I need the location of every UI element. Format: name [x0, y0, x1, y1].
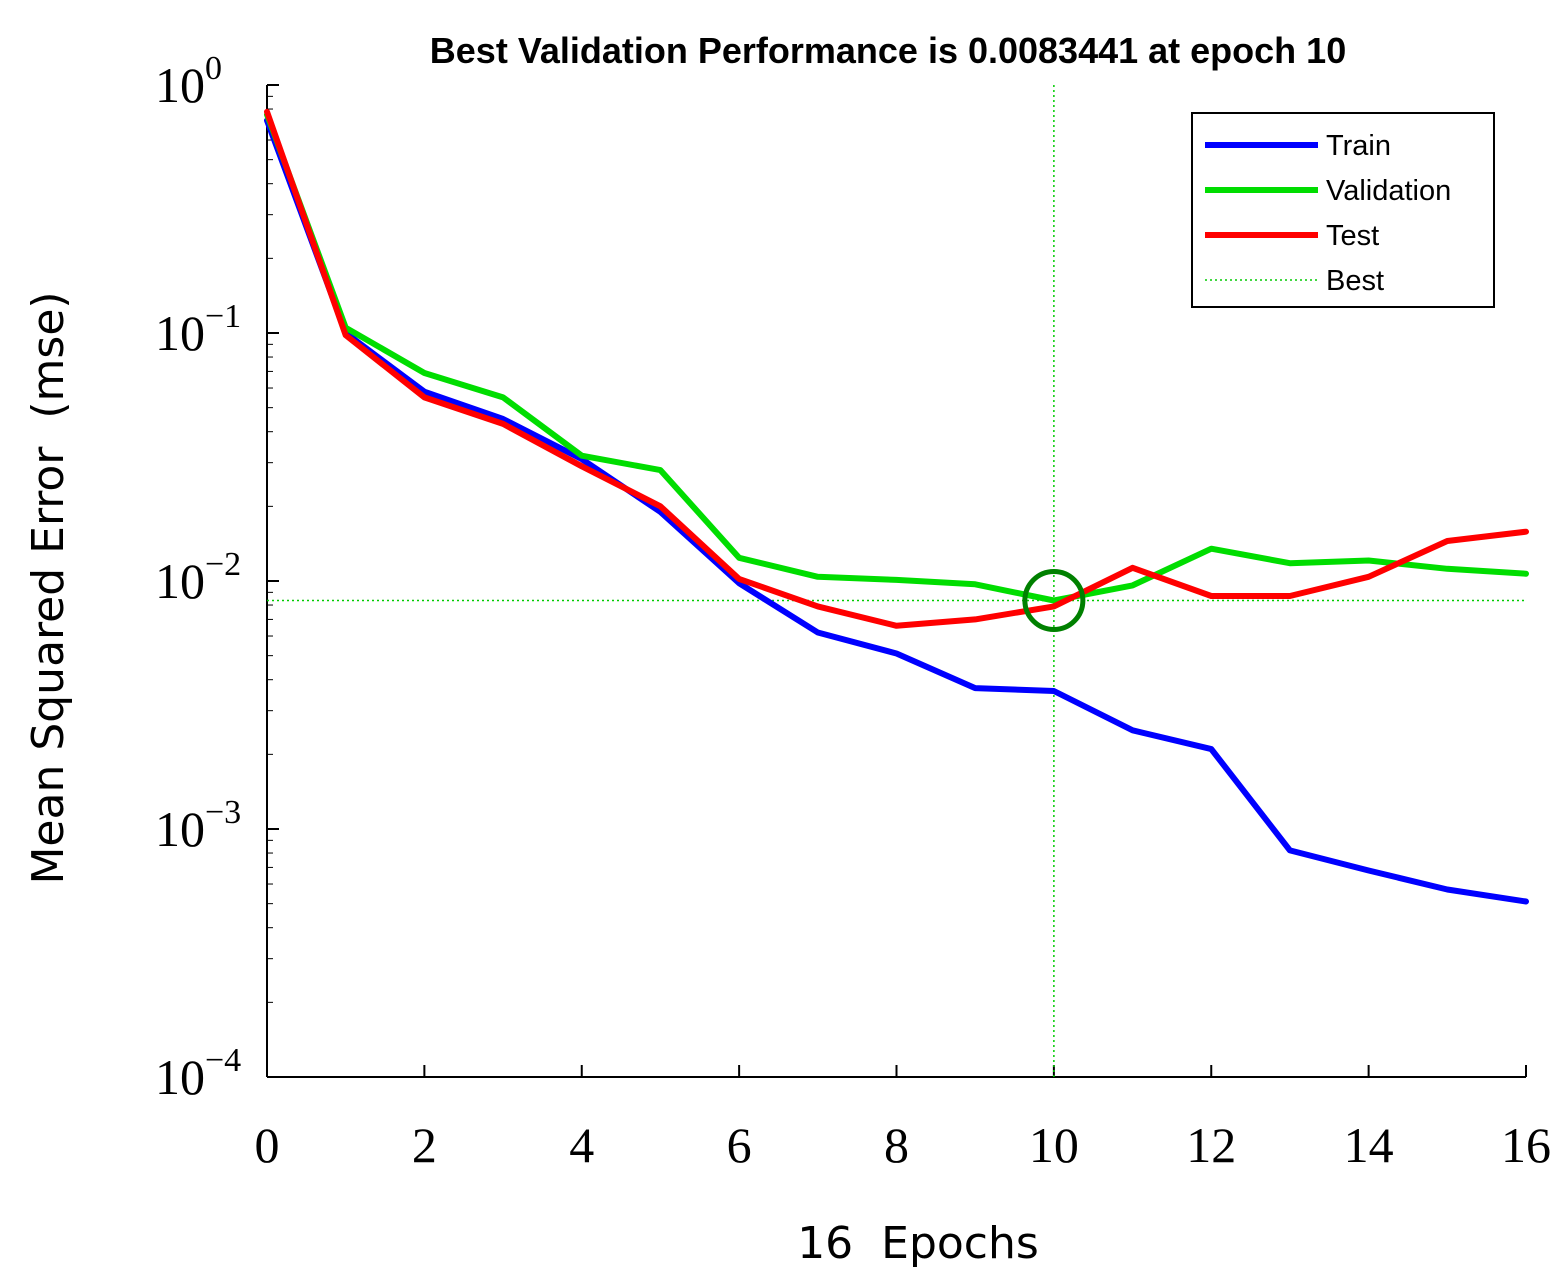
legend-label-validation: Validation	[1326, 175, 1451, 207]
x-tick-label: 10	[1029, 1117, 1079, 1173]
x-tick-label: 0	[255, 1117, 280, 1173]
series-lines	[264, 108, 1529, 905]
y-tick-label: 10	[155, 801, 205, 857]
x-tick-label: 6	[727, 1117, 752, 1173]
legend-label-train: Train	[1326, 130, 1391, 162]
best-marker	[1022, 568, 1086, 632]
x-tick-label: 12	[1186, 1117, 1236, 1173]
series-line-train	[264, 117, 1529, 905]
y-tick-label: 10	[155, 305, 205, 361]
x-tick-label: 4	[569, 1117, 594, 1173]
x-axis-label: 16 Epochs	[797, 1218, 1039, 1269]
y-tick-exponent: 0	[205, 50, 222, 87]
y-axis-label: Mean Squared Error (mse)	[23, 291, 74, 884]
y-tick-exponent: −1	[205, 298, 241, 335]
y-tick-label: 10	[155, 57, 205, 113]
x-tick-label: 8	[884, 1117, 909, 1173]
legend-label-test: Test	[1326, 220, 1379, 252]
x-tick-label: 16	[1501, 1117, 1551, 1173]
ticks	[266, 84, 1527, 1078]
x-tick-label: 14	[1344, 1117, 1394, 1173]
y-tick-exponent: −3	[205, 794, 241, 831]
y-tick-exponent: −2	[205, 546, 241, 583]
y-tick-label: 10	[155, 553, 205, 609]
best-lines	[267, 85, 1526, 1077]
x-tick-label: 2	[412, 1117, 437, 1173]
chart-title: Best Validation Performance is 0.0083441…	[430, 30, 1346, 71]
y-tick-exponent: −4	[205, 1042, 241, 1079]
series-line-validation	[264, 111, 1529, 604]
legend: Train Validation Test Best	[1191, 112, 1495, 308]
series-line-test	[264, 108, 1529, 629]
legend-label-best: Best	[1326, 265, 1384, 297]
y-tick-label: 10	[155, 1049, 205, 1105]
